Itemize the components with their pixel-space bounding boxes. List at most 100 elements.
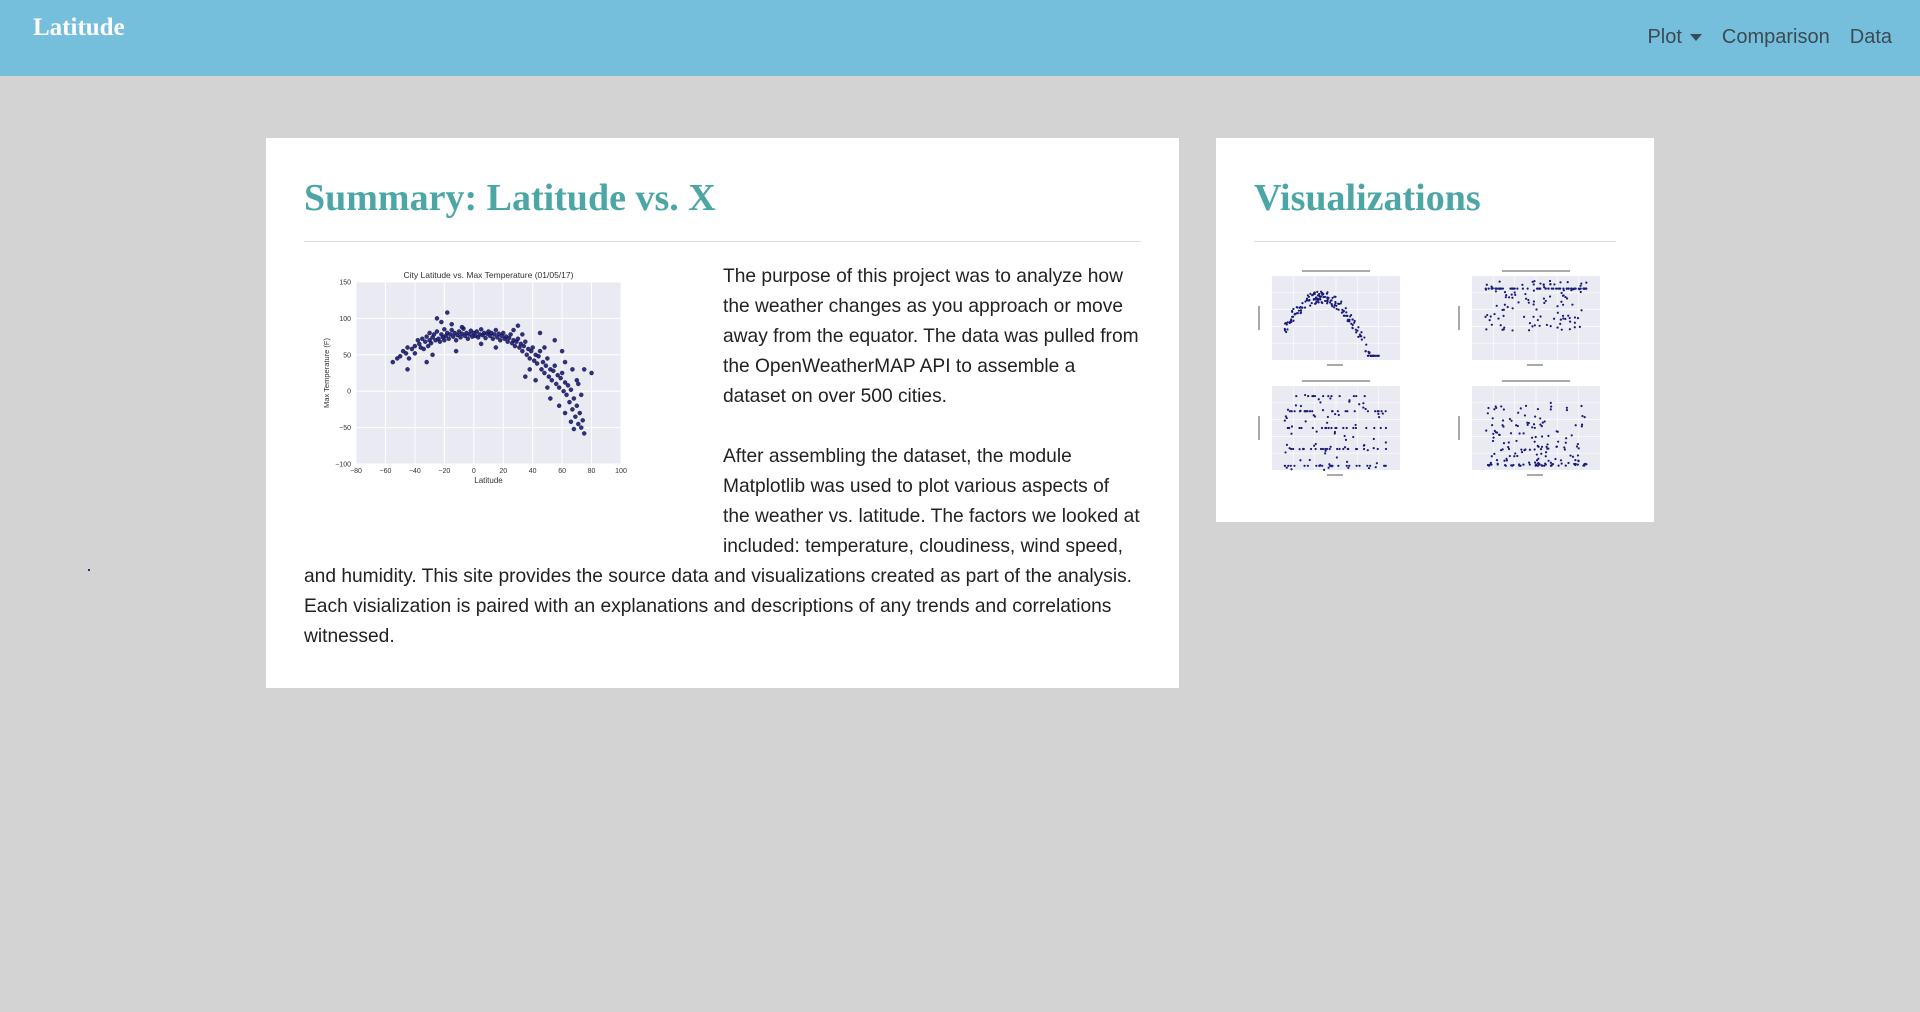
thumb-point xyxy=(1312,298,1315,301)
data-point xyxy=(552,337,557,343)
thumb-point xyxy=(1299,459,1302,462)
thumb-point xyxy=(1320,292,1323,295)
thumb-point xyxy=(1527,329,1531,332)
nav-data[interactable]: Data xyxy=(1840,22,1902,53)
thumb-point xyxy=(1374,410,1377,413)
thumb-point xyxy=(1555,287,1558,290)
thumb-point xyxy=(1352,426,1355,430)
thumb-point xyxy=(1350,322,1353,325)
thumb-point xyxy=(1337,308,1340,311)
visualizations-divider xyxy=(1254,241,1616,242)
data-point xyxy=(434,316,440,321)
thumb-point xyxy=(1513,291,1516,294)
thumb-point xyxy=(1511,464,1514,467)
thumb-point xyxy=(1378,415,1381,419)
data-point xyxy=(437,339,443,344)
thumb-point xyxy=(1504,464,1507,467)
thumb-point xyxy=(1541,421,1544,424)
thumb-point xyxy=(1550,405,1553,408)
thumb-point xyxy=(1574,287,1577,290)
data-point xyxy=(570,407,575,412)
summary-title: Summary: Latitude vs. X xyxy=(304,177,716,219)
nav-plot-dropdown[interactable]: Plot xyxy=(1637,22,1711,53)
thumb-point xyxy=(1556,287,1560,290)
y-tick-label: −100 xyxy=(335,462,351,469)
thumb-point xyxy=(1365,343,1368,346)
nav-comparison[interactable]: Comparison xyxy=(1712,22,1840,53)
thumb-point xyxy=(1346,410,1349,413)
thumb-point xyxy=(1326,298,1329,301)
thumb-point xyxy=(1299,309,1303,312)
thumb-point xyxy=(1372,437,1375,441)
thumb-point xyxy=(1285,330,1288,334)
thumb-point xyxy=(1322,295,1325,299)
thumb-point xyxy=(1507,447,1511,451)
thumb-point xyxy=(1520,448,1523,451)
thumb-point xyxy=(1585,281,1588,284)
thumb-point xyxy=(1335,307,1338,311)
data-point xyxy=(561,388,566,394)
thumb-point xyxy=(1328,301,1332,304)
thumbnail-cloudiness[interactable] xyxy=(1254,378,1406,478)
thumb-point xyxy=(1293,312,1296,316)
thumb-point xyxy=(1539,315,1542,318)
data-point xyxy=(515,336,521,342)
data-point xyxy=(565,383,571,388)
thumb-point xyxy=(1520,451,1524,454)
thumb-point xyxy=(1494,431,1498,434)
thumb-point xyxy=(1532,300,1536,303)
thumb-point xyxy=(1360,338,1363,341)
thumb-point xyxy=(1533,461,1537,464)
data-point xyxy=(511,327,516,333)
thumb-point xyxy=(1329,464,1333,467)
thumb-point xyxy=(1508,417,1511,421)
data-point xyxy=(409,346,415,352)
visualizations-title: Visualizations xyxy=(1254,177,1481,219)
thumbnail-temperature[interactable] xyxy=(1254,268,1406,368)
thumb-point xyxy=(1322,394,1325,398)
thumbnail-wind-speed[interactable] xyxy=(1454,378,1606,478)
thumb-point xyxy=(1369,354,1372,357)
thumb-point xyxy=(1533,324,1536,327)
thumb-point xyxy=(1352,394,1355,398)
thumb-point xyxy=(1342,447,1345,451)
thumb-point xyxy=(1348,400,1351,403)
data-point xyxy=(548,396,553,401)
thumb-point xyxy=(1501,328,1504,331)
latitude-temperature-chart[interactable]: −80 −60 −40 −20 0 20 40 60 80 100 −100 −50 0 50 100 150… xyxy=(304,262,689,540)
thumb-point xyxy=(1311,410,1314,413)
thumb-point xyxy=(1337,464,1340,467)
thumb-point xyxy=(1325,447,1329,451)
data-point xyxy=(553,381,559,387)
thumb-point xyxy=(1285,416,1288,420)
data-point xyxy=(523,339,528,344)
thumb-xlabel-mark xyxy=(1327,364,1343,366)
thumb-point xyxy=(1540,445,1544,448)
thumb-point xyxy=(1298,426,1301,430)
thumb-point xyxy=(1290,309,1294,313)
thumb-point xyxy=(1335,456,1338,459)
thumb-point xyxy=(1323,295,1327,298)
thumb-point xyxy=(1561,314,1565,317)
thumb-point xyxy=(1346,314,1349,317)
thumb-point xyxy=(1317,398,1320,401)
thumb-point xyxy=(1552,317,1556,320)
thumb-title-mark xyxy=(1302,270,1370,272)
thumb-point xyxy=(1358,464,1361,467)
brand-link[interactable]: Latitude xyxy=(33,14,125,41)
thumb-point xyxy=(1540,464,1543,467)
data-point xyxy=(421,346,426,352)
thumb-point xyxy=(1576,463,1579,466)
thumb-point xyxy=(1355,447,1359,451)
thumbnail-humidity[interactable] xyxy=(1454,268,1606,368)
thumb-point xyxy=(1487,287,1490,290)
data-point xyxy=(449,327,454,333)
thumb-point xyxy=(1326,296,1329,299)
data-point xyxy=(406,356,412,361)
thumb-point xyxy=(1507,441,1510,444)
thumb-point xyxy=(1372,447,1375,450)
thumb-point xyxy=(1542,297,1546,300)
thumb-point xyxy=(1567,287,1570,290)
thumb-point xyxy=(1492,436,1495,439)
thumb-point xyxy=(1329,397,1332,400)
